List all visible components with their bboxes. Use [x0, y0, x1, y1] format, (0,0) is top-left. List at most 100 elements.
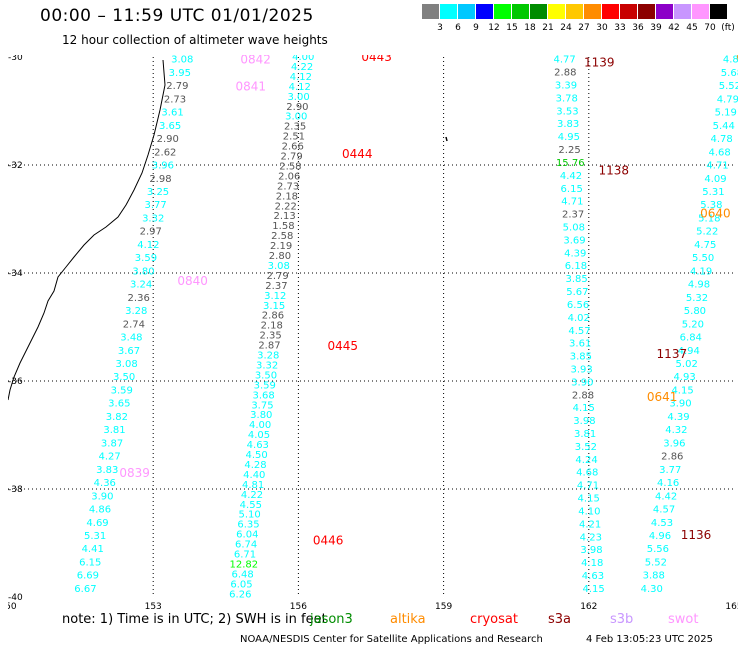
satellite-legend-item: altika	[390, 612, 426, 627]
swh-value: 3.65	[108, 399, 130, 410]
swh-value: 4.41	[82, 544, 104, 555]
satellite-legend-item: s3a	[548, 612, 572, 627]
swh-value: 3.08	[171, 55, 193, 66]
swh-value: 3.93	[570, 364, 592, 375]
swh-value: 3.25	[147, 187, 169, 198]
scale-swatch	[584, 4, 601, 19]
lat-tick-label: -36	[8, 377, 23, 387]
swh-value: 2.98	[149, 174, 171, 185]
swh-value: 3.00	[285, 112, 307, 123]
swh-value: 5.50	[692, 253, 714, 264]
scale-label: 30	[596, 23, 608, 33]
swh-value: 4.94	[678, 346, 700, 357]
scale-label: 27	[578, 23, 590, 33]
pass-time: 0842	[240, 55, 271, 67]
swh-value: 2.87	[258, 341, 280, 352]
swh-value: 2.90	[157, 134, 179, 145]
swh-value: 4.69	[86, 518, 108, 529]
scale-swatch	[422, 4, 439, 19]
swh-value: 4.16	[657, 478, 679, 489]
swh-value: 2.88	[572, 390, 594, 401]
swh-value: 4.22	[291, 62, 313, 73]
swh-value: 3.90	[91, 491, 113, 502]
swh-value: 2.06	[278, 171, 300, 182]
swh-value: 2.62	[154, 147, 176, 158]
swh-value: 5.44	[713, 121, 735, 132]
pass-time: 1136	[681, 528, 712, 542]
swh-value: 2.73	[277, 181, 299, 192]
scale-swatch	[440, 4, 457, 19]
pass-time: 1139	[584, 55, 615, 69]
scale-swatch	[692, 4, 709, 19]
swh-value: 4.79	[717, 94, 738, 105]
swh-value: 2.18	[276, 191, 298, 202]
swh-value: 4.40	[243, 470, 265, 481]
swh-value: 6.74	[235, 540, 257, 551]
altimeter-map: 150 153 156 159 162 165 -30 -32 -34 -36 -38 -40 3.0…	[8, 55, 738, 610]
swh-value: 3.81	[574, 429, 596, 440]
swh-value: 3.61	[161, 108, 183, 119]
swh-value: 6.69	[77, 571, 99, 582]
scale-label: 42	[668, 23, 680, 33]
swh-value: 3.98	[580, 545, 602, 556]
swh-value: 3.08	[115, 359, 137, 370]
swh-value: 4.86	[89, 505, 111, 516]
swh-value: 4.77	[553, 55, 575, 66]
lon-tick-label: 156	[290, 602, 307, 610]
swh-value: 5.68	[721, 68, 738, 79]
scale-label: 39	[650, 23, 662, 33]
swh-value: 3.75	[251, 400, 273, 411]
scale-swatch	[494, 4, 511, 19]
swh-value: 15.76	[556, 158, 585, 169]
swh-value: 4.39	[564, 248, 586, 259]
swh-value: 2.35	[284, 122, 306, 133]
satellite-tracks: 3.08 3.95 2.79 2.73 3.61 3.65 2.90 2.62 3.96 2.98…	[74, 55, 738, 600]
swh-value: 3.67	[118, 346, 140, 357]
swh-value: 5.31	[84, 531, 106, 542]
swh-value: 3.50	[113, 372, 135, 383]
swh-value: 3.83	[96, 465, 118, 476]
swh-value: 2.97	[140, 227, 162, 238]
swh-value: 4.27	[99, 452, 121, 463]
scale-swatch	[710, 4, 727, 19]
swh-value: 4.15	[583, 584, 605, 595]
swh-value: 3.90	[669, 399, 691, 410]
swh-value: 1.58	[272, 221, 294, 232]
satellite-legend-item: jason3	[310, 612, 353, 627]
pass-time: 0840	[177, 274, 208, 288]
swh-value: 4.21	[579, 519, 601, 530]
swh-value: 2.37	[265, 281, 287, 292]
swh-value: 4.57	[568, 326, 590, 337]
swh-value: 2.51	[283, 132, 305, 143]
scale-swatch	[566, 4, 583, 19]
swh-value: 2.36	[128, 293, 150, 304]
scale-label: 45	[686, 23, 698, 33]
lon-tick-label: 162	[580, 602, 597, 610]
lat-tick-label: -32	[8, 161, 23, 171]
scale-label: 15	[506, 23, 518, 33]
swh-value: 3.82	[106, 412, 128, 423]
swh-value: 3.81	[103, 425, 125, 436]
swh-value: 3.12	[264, 291, 286, 302]
swh-value: 4.05	[248, 430, 270, 441]
scale-swatch	[458, 4, 475, 19]
scale-label: 36	[632, 23, 644, 33]
swh-value: 3.77	[659, 465, 681, 476]
scale-label: 33	[614, 23, 626, 33]
swh-value: 3.88	[643, 571, 665, 582]
swh-value: 5.56	[647, 544, 669, 555]
swh-value: 5.52	[719, 81, 738, 92]
island-dot	[445, 136, 448, 142]
swh-value: 4.42	[560, 171, 582, 182]
swh-value: 2.35	[259, 331, 281, 342]
swh-value: 3.85	[566, 274, 588, 285]
scale-label: 21	[542, 23, 554, 33]
scale-swatch	[530, 4, 547, 19]
satellite-legend-item: swot	[668, 612, 699, 627]
swh-value: 4.55	[240, 500, 262, 511]
swh-value: 3.77	[144, 200, 166, 211]
swh-value: 4.24	[575, 455, 597, 466]
swh-value: 3.32	[256, 360, 278, 371]
swh-value: 3.95	[169, 68, 191, 79]
swh-value: 4.93	[673, 372, 695, 383]
